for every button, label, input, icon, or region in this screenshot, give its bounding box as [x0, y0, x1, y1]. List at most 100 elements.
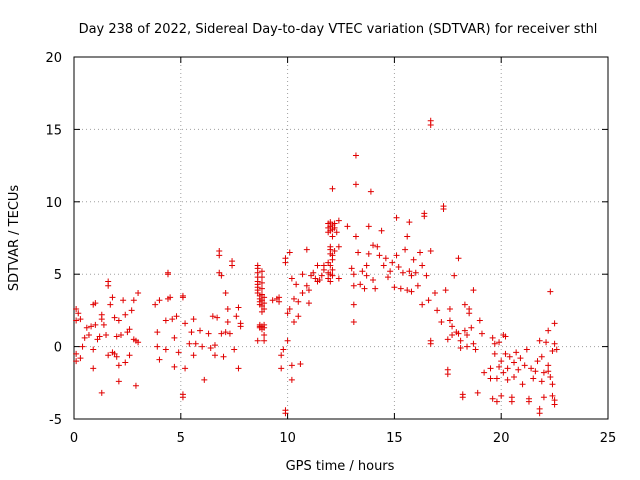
data-point	[109, 294, 116, 301]
data-point	[218, 272, 225, 279]
data-point	[511, 374, 518, 381]
data-point	[395, 263, 402, 270]
data-point	[126, 326, 133, 333]
data-point	[352, 233, 359, 240]
data-point	[530, 375, 537, 382]
data-point	[120, 297, 127, 304]
data-point	[504, 365, 511, 372]
data-point	[171, 334, 178, 341]
data-point	[314, 262, 321, 269]
data-point	[179, 294, 186, 301]
data-point	[370, 276, 377, 283]
data-point	[352, 152, 359, 159]
data-point	[402, 246, 409, 253]
data-point	[318, 272, 325, 279]
data-point	[352, 181, 359, 188]
data-point	[399, 269, 406, 276]
data-point	[261, 337, 268, 344]
data-point	[355, 249, 362, 256]
data-point	[105, 282, 112, 289]
x-tick-label: 0	[70, 431, 78, 446]
data-point	[291, 318, 298, 325]
data-point	[549, 381, 556, 388]
data-point	[113, 333, 120, 340]
data-point	[92, 300, 99, 307]
x-tick-label: 5	[177, 431, 185, 446]
data-point	[455, 255, 462, 262]
data-point	[464, 332, 471, 339]
data-point	[224, 305, 231, 312]
data-point	[496, 339, 503, 346]
y-tick-labels: -5 0 5 10 15 20	[45, 51, 62, 428]
data-point	[513, 349, 520, 356]
data-point	[282, 259, 289, 266]
x-tick-label: 25	[600, 431, 617, 446]
data-point	[233, 313, 240, 320]
data-point	[276, 298, 283, 305]
data-point	[211, 352, 218, 359]
chart-title: Day 238 of 2022, Sidereal Day-to-day VTE…	[79, 22, 598, 37]
data-point	[419, 262, 426, 269]
data-point	[481, 369, 488, 376]
data-point	[461, 327, 468, 334]
data-point	[173, 313, 180, 320]
data-point	[511, 359, 518, 366]
data-point	[515, 366, 522, 373]
data-point	[269, 297, 276, 304]
data-point	[461, 301, 468, 308]
data-point	[197, 327, 204, 334]
data-point	[261, 324, 268, 331]
data-point	[186, 340, 193, 347]
data-point	[517, 355, 524, 362]
data-point	[376, 252, 383, 259]
data-point	[154, 343, 161, 350]
data-point	[534, 358, 541, 365]
data-point	[92, 321, 99, 328]
data-point	[472, 346, 479, 353]
data-point	[370, 242, 377, 249]
data-point	[470, 340, 477, 347]
data-point	[502, 333, 509, 340]
data-point	[363, 262, 370, 269]
data-point	[85, 332, 92, 339]
plot-frame	[73, 56, 609, 420]
data-point	[382, 255, 389, 262]
data-point	[478, 330, 485, 337]
data-point	[538, 353, 545, 360]
data-point	[442, 287, 449, 294]
data-point	[79, 343, 86, 350]
data-point	[117, 332, 124, 339]
data-point	[288, 376, 295, 383]
data-point	[545, 362, 552, 369]
data-point	[175, 349, 182, 356]
y-axis-label: SDTVAR / TECUs	[7, 185, 22, 292]
data-point	[98, 316, 105, 323]
data-point	[261, 300, 268, 307]
data-point	[487, 375, 494, 382]
y-tick-label: 0	[54, 341, 62, 356]
y-tick-label: 20	[45, 51, 62, 66]
data-point	[235, 304, 242, 311]
data-point	[350, 282, 357, 289]
data-point	[523, 346, 530, 353]
data-point	[286, 305, 293, 312]
data-point	[329, 256, 336, 263]
data-point	[427, 122, 434, 129]
data-point	[489, 395, 496, 402]
data-point	[128, 307, 135, 314]
data-point	[115, 362, 122, 369]
data-point	[431, 290, 438, 297]
data-point	[421, 213, 428, 220]
data-point	[226, 330, 233, 337]
data-point	[393, 214, 400, 221]
data-point	[295, 313, 302, 320]
data-point	[75, 310, 82, 317]
data-point	[156, 356, 163, 363]
data-point	[77, 355, 84, 362]
x-tick-labels: 0 5 10 15 20 25	[70, 431, 616, 446]
data-point	[258, 285, 265, 292]
data-point	[466, 310, 473, 317]
data-point	[218, 330, 225, 337]
data-point	[380, 262, 387, 269]
data-point	[496, 363, 503, 370]
